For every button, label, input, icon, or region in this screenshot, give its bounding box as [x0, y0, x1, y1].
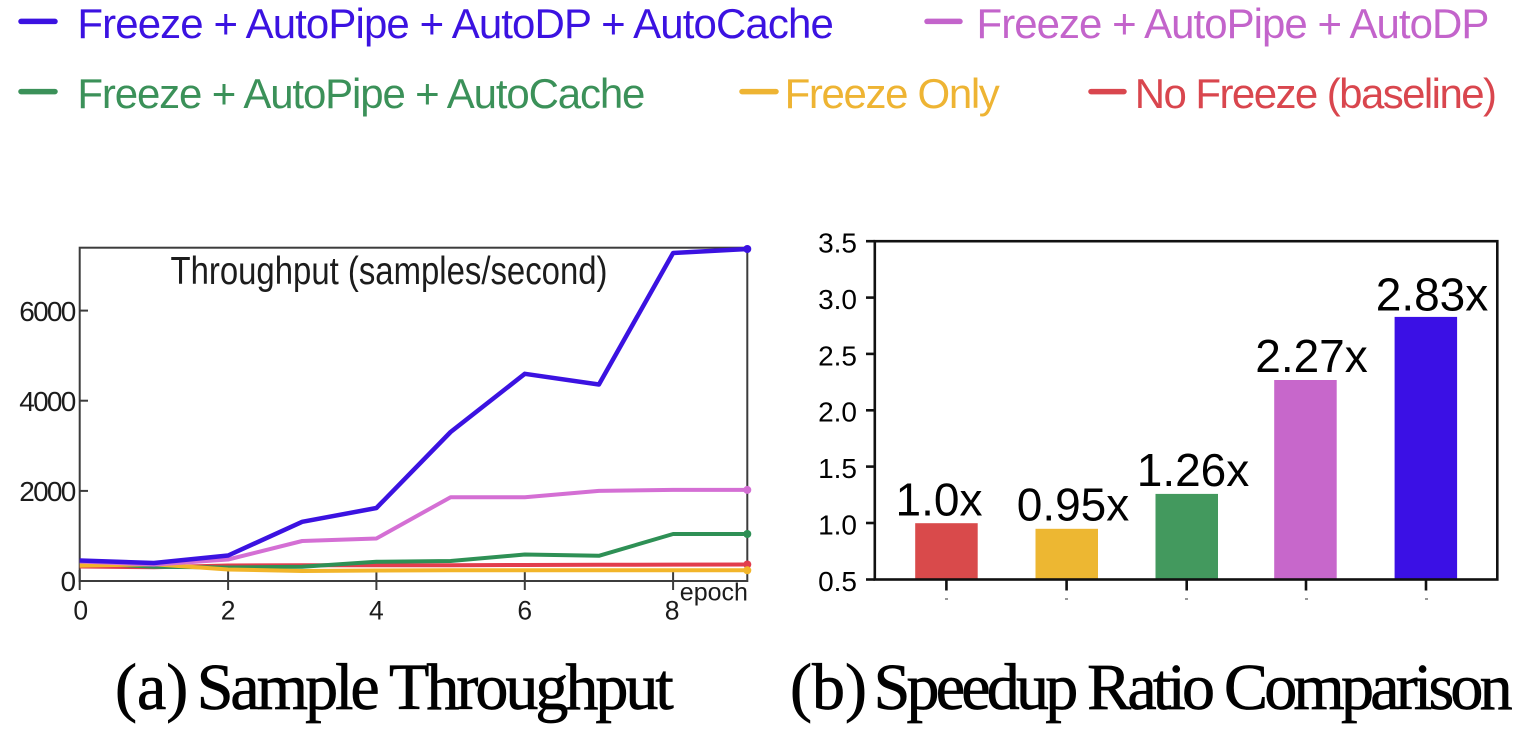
svg-text:3.5: 3.5	[818, 228, 857, 259]
svg-text:3.0: 3.0	[818, 284, 857, 315]
svg-text:2: 2	[221, 596, 236, 626]
svg-text:2000: 2000	[19, 476, 76, 507]
svg-text:0: 0	[61, 566, 77, 597]
svg-text:0: 0	[73, 596, 88, 626]
svg-text:1.5: 1.5	[818, 453, 857, 484]
svg-text:6000: 6000	[19, 296, 76, 327]
svg-text:Freeze Only: Freeze Only	[785, 70, 1000, 117]
svg-text:No Freeze (baseline): No Freeze (baseline)	[1135, 70, 1497, 117]
svg-text:(b): (b)	[790, 651, 867, 724]
svg-text:Freeze + AutoPipe + AutoDP: Freeze + AutoPipe + AutoDP	[977, 0, 1490, 47]
svg-text:2.83x: 2.83x	[1376, 269, 1489, 321]
svg-text:Freeze + AutoPipe + AutoCache: Freeze + AutoPipe + AutoCache	[77, 70, 645, 117]
svg-text:1.0x: 1.0x	[896, 474, 983, 526]
svg-text:Speedup Ratio Comparison: Speedup Ratio Comparison	[874, 651, 1513, 724]
svg-text:Throughput (samples/second): Throughput (samples/second)	[171, 250, 608, 293]
svg-text:4000: 4000	[19, 386, 76, 417]
svg-text:Sample Throughput: Sample Throughput	[197, 651, 674, 724]
svg-text:8: 8	[665, 596, 680, 626]
svg-text:epoch: epoch	[680, 578, 748, 606]
svg-text:6: 6	[517, 596, 532, 626]
svg-text:1.26x: 1.26x	[1137, 444, 1250, 496]
svg-text:Freeze + AutoPipe + AutoDP + A: Freeze + AutoPipe + AutoDP + AutoCache	[77, 0, 833, 47]
svg-text:4: 4	[369, 596, 384, 626]
svg-text:0.95x: 0.95x	[1017, 479, 1130, 531]
svg-text:2.27x: 2.27x	[1255, 330, 1368, 382]
svg-text:2.0: 2.0	[818, 397, 857, 428]
svg-text:2.5: 2.5	[818, 340, 857, 371]
svg-text:(a): (a)	[115, 651, 188, 724]
svg-text:0.5: 0.5	[818, 566, 857, 597]
svg-text:1.0: 1.0	[818, 509, 857, 540]
